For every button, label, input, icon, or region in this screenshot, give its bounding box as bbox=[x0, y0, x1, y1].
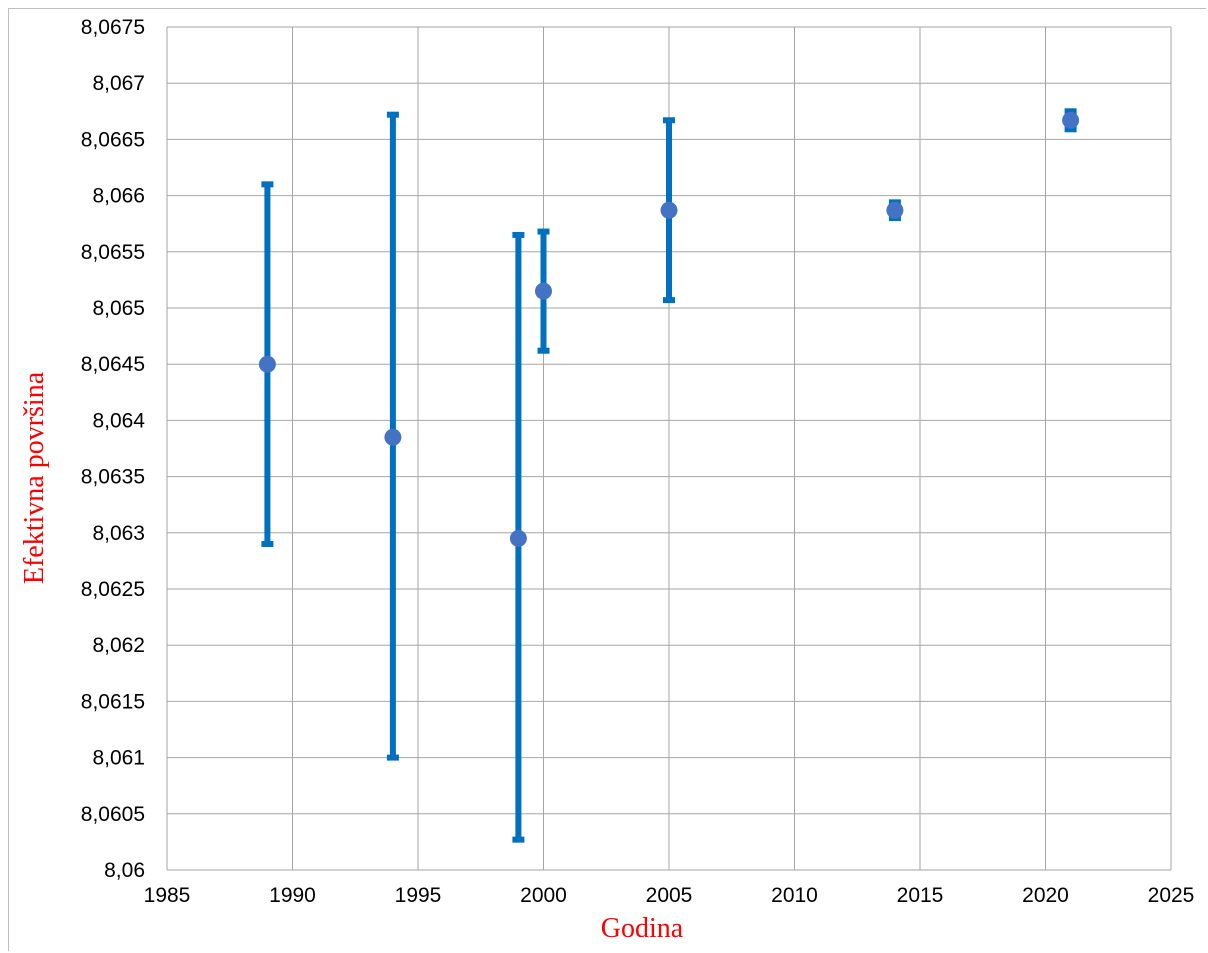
data-point bbox=[1062, 111, 1080, 129]
data-point bbox=[258, 355, 276, 373]
y-tick-label: 8,061 bbox=[92, 747, 145, 770]
x-axis-title: Godina bbox=[601, 913, 684, 944]
x-tick-label: 1985 bbox=[144, 884, 191, 907]
y-tick-label: 8,063 bbox=[92, 522, 145, 545]
data-point bbox=[509, 529, 527, 547]
y-tick-label: 8,066 bbox=[92, 185, 145, 208]
data-series bbox=[258, 108, 1080, 843]
y-tick-label: 8,0655 bbox=[81, 241, 145, 264]
data-point bbox=[384, 428, 402, 446]
y-tick-label: 8,0645 bbox=[81, 353, 145, 376]
grid-lines bbox=[166, 26, 1172, 871]
y-axis-title: Efektivna površina bbox=[19, 371, 50, 584]
x-tick-label: 2020 bbox=[1022, 884, 1069, 907]
y-tick-label: 8,0605 bbox=[81, 803, 145, 826]
y-tick-label: 8,0675 bbox=[81, 16, 145, 39]
y-tick-label: 8,0615 bbox=[81, 690, 145, 713]
x-tick-label: 2005 bbox=[646, 884, 693, 907]
x-tick-label: 1990 bbox=[269, 884, 316, 907]
x-tick-label: 2010 bbox=[771, 884, 818, 907]
y-tick-label: 8,064 bbox=[92, 409, 145, 432]
x-tick-label: 1995 bbox=[395, 884, 442, 907]
y-tick-label: 8,06 bbox=[104, 859, 145, 882]
y-tick-label: 8,0625 bbox=[81, 578, 145, 601]
x-tick-label: 2000 bbox=[520, 884, 567, 907]
chart-frame bbox=[8, 8, 1206, 951]
x-tick-label: 2015 bbox=[897, 884, 944, 907]
y-tick-labels: 8,06 8,0605 8,061 8,0615 8,062 8,0625 8,063 8,0… bbox=[81, 16, 146, 882]
y-tick-label: 8,062 bbox=[92, 634, 145, 657]
y-tick-label: 8,065 bbox=[92, 297, 145, 320]
y-tick-label: 8,067 bbox=[92, 72, 145, 95]
y-tick-label: 8,0665 bbox=[81, 128, 145, 151]
data-point bbox=[886, 201, 904, 219]
y-tick-label: 8,0635 bbox=[81, 466, 145, 489]
data-point bbox=[535, 282, 552, 300]
data-point bbox=[660, 201, 678, 219]
x-tick-label: 2025 bbox=[1148, 884, 1195, 907]
x-tick-labels: 1985 1990 1995 2000 2005 2010 2015 2020 2025 bbox=[144, 884, 1195, 907]
